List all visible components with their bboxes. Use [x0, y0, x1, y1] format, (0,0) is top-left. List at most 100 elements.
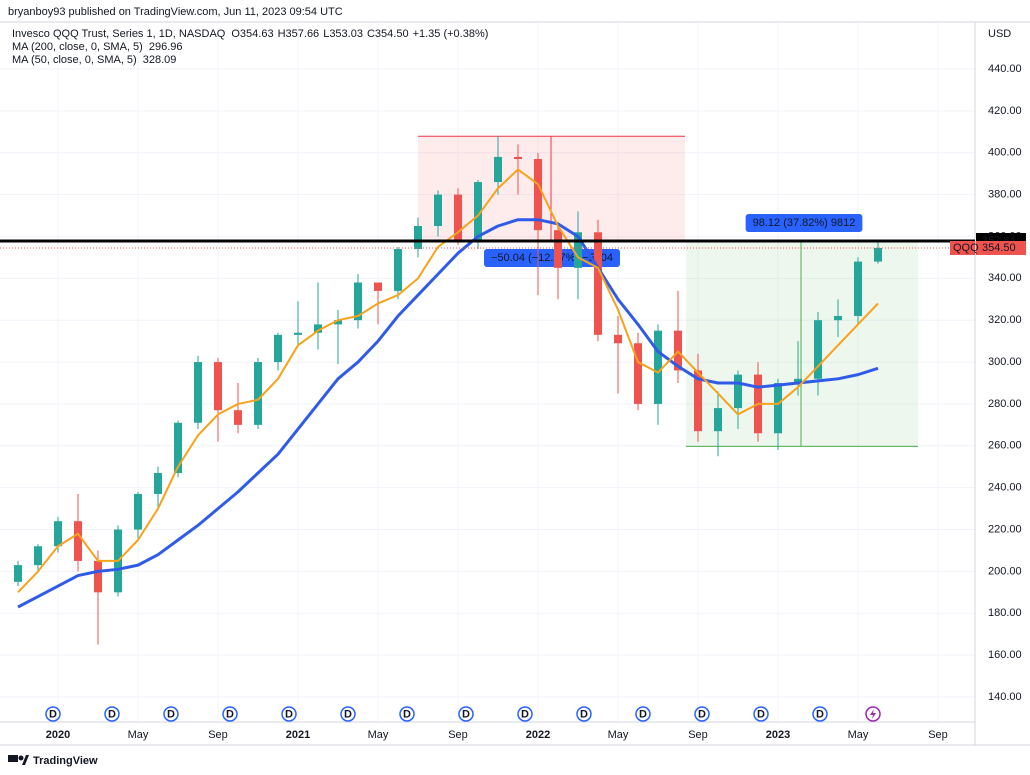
event-marker	[753, 706, 769, 722]
legend-key: H	[278, 28, 286, 40]
earnings-icon	[870, 709, 876, 719]
event-marker	[694, 706, 710, 722]
legend-ma-value: 296.96	[149, 41, 183, 53]
y-tick-label: 140.00	[988, 691, 1022, 703]
candle-body	[634, 343, 642, 404]
candle-body	[394, 249, 402, 291]
legend-ma-value: 328.09	[143, 54, 177, 66]
event-label: D	[580, 708, 588, 720]
candle-body	[654, 330, 662, 404]
symbol-tag	[950, 240, 975, 255]
candle-body	[474, 182, 482, 241]
event-label: D	[521, 708, 529, 720]
measure-label: −50.04 (−12.27%) −5004	[491, 252, 613, 264]
event-label: D	[698, 708, 706, 720]
legend-change: +1.35 (+0.38%)	[413, 28, 489, 40]
y-tick-label: 420.00	[988, 105, 1022, 117]
event-marker	[222, 706, 238, 722]
publisher: bryanboy93 published on TradingView.com,…	[8, 6, 343, 18]
legend-ma-name: MA (50, close, 0, SMA, 5)	[12, 54, 137, 66]
y-tick-label: 220.00	[988, 523, 1022, 535]
event-marker	[576, 706, 592, 722]
x-tick-label: 2020	[46, 729, 70, 741]
candle-body	[354, 282, 362, 321]
candle-body	[294, 332, 302, 335]
event-label: D	[757, 708, 765, 720]
y-tick-label: 280.00	[988, 398, 1022, 410]
candle-body	[854, 261, 862, 317]
legend-value: 357.66	[286, 28, 320, 40]
candle-body	[14, 565, 22, 582]
candle-body	[874, 247, 882, 262]
y-tick-label: 380.00	[988, 189, 1022, 201]
x-tick-label: Sep	[688, 729, 708, 741]
candle-body	[234, 410, 242, 425]
event-marker	[458, 706, 474, 722]
candle-body	[774, 383, 782, 434]
legend-value: 354.50	[375, 28, 409, 40]
legend-value: 353.03	[329, 28, 363, 40]
plot: −50.04 (−12.27%) −5004 98.12 (37.82%) 981…	[14, 135, 918, 645]
candle-body	[134, 493, 142, 530]
event-label: D	[167, 708, 175, 720]
x-tick-label: Sep	[208, 729, 228, 741]
currency-label: USD	[988, 28, 1011, 40]
legend-title: Invesco QQQ Trust, Series 1, 1D, NASDAQ	[12, 28, 226, 40]
last-price-tag	[976, 240, 1026, 255]
candle-body	[534, 159, 542, 231]
last-price-label: 354.50	[982, 242, 1016, 254]
event-label: D	[403, 708, 411, 720]
y-tick-label: 400.00	[988, 147, 1022, 159]
y-tick-label: 300.00	[988, 356, 1022, 368]
candle-body	[154, 473, 162, 494]
legend-key: L	[323, 28, 329, 40]
ma-line	[17, 218, 879, 609]
event-marker	[281, 706, 297, 722]
candle-body	[454, 194, 462, 241]
candle-body	[794, 378, 802, 384]
candle-body	[334, 320, 342, 325]
y-tick-label: 160.00	[988, 649, 1022, 661]
y-tick-label: 340.00	[988, 272, 1022, 284]
candle-body	[74, 521, 82, 561]
candle-body	[554, 230, 562, 268]
footer-brand: TradingView	[33, 755, 98, 767]
candle-body	[714, 408, 722, 432]
candle-body	[254, 362, 262, 425]
event-marker	[163, 706, 179, 722]
x-tick-label: May	[848, 729, 869, 741]
candle-body	[174, 422, 182, 474]
tradingview-logo	[8, 755, 29, 765]
candle-body	[814, 320, 822, 379]
candle-body	[414, 225, 422, 250]
candle-body	[834, 316, 842, 321]
symbol-label: QQQ	[953, 242, 979, 254]
x-tick-label: 2022	[526, 729, 550, 741]
event-label: D	[462, 708, 470, 720]
grid	[0, 22, 975, 722]
candle-body	[694, 370, 702, 432]
candle-body	[274, 334, 282, 363]
y-tick-label: 260.00	[988, 440, 1022, 452]
legend-ma-name: MA (200, close, 0, SMA, 5)	[12, 41, 143, 53]
event-marker	[517, 706, 533, 722]
event-label: D	[108, 708, 116, 720]
candle-body	[434, 194, 442, 226]
event-marker	[812, 706, 828, 722]
y-tick-label: 440.00	[988, 63, 1022, 75]
event-marker	[399, 706, 415, 722]
candle-body	[594, 232, 602, 335]
measure-range	[686, 240, 918, 447]
candle-body	[54, 521, 62, 547]
candle-body	[574, 232, 582, 268]
candle-body	[94, 560, 102, 593]
event-label: D	[285, 708, 293, 720]
y-tick-label: 320.00	[988, 314, 1022, 326]
candle-body	[194, 362, 202, 423]
event-label: D	[816, 708, 824, 720]
candle-body	[494, 156, 502, 183]
measure-label: 98.12 (37.82%) 9812	[753, 217, 856, 229]
legend-value: 354.63	[240, 28, 274, 40]
x-tick-label: May	[608, 729, 629, 741]
